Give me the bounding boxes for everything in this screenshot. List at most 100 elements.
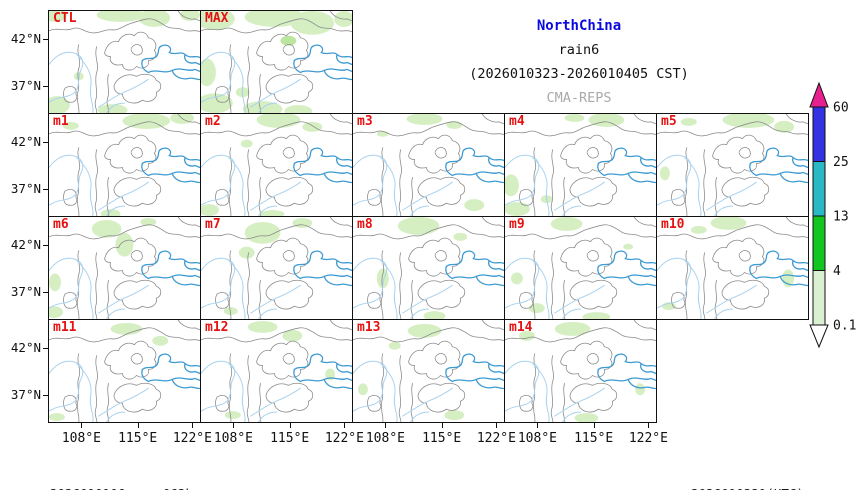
basemap bbox=[201, 114, 352, 216]
basemap bbox=[505, 217, 656, 319]
panel-label-m14: m14 bbox=[509, 320, 533, 335]
lon-tick-label: 115°E bbox=[422, 431, 462, 446]
panel-label-m10: m10 bbox=[661, 217, 685, 232]
rain-area bbox=[505, 202, 530, 216]
rain-area bbox=[140, 217, 157, 226]
lon-tick-mark bbox=[385, 423, 387, 428]
rain-area bbox=[588, 114, 625, 127]
map-m3 bbox=[353, 114, 504, 216]
colorbar-under-arrow bbox=[809, 324, 829, 349]
panel-label-m4: m4 bbox=[509, 114, 525, 129]
panel-label-m11: m11 bbox=[53, 320, 77, 335]
footer-init-line-1: 2026010106 + 063h bbox=[50, 485, 193, 490]
rain-area bbox=[97, 104, 128, 113]
lat-tick-mark bbox=[43, 292, 48, 294]
colorbar-segment-13 bbox=[813, 216, 825, 271]
map-panel-MAX: MAX bbox=[200, 10, 353, 114]
lon-tick-mark bbox=[537, 423, 539, 428]
rain-area bbox=[244, 221, 281, 244]
lon-tick-label: 108°E bbox=[213, 431, 253, 446]
rain-area bbox=[280, 35, 297, 46]
rain-area bbox=[96, 11, 145, 22]
panel-label-m3: m3 bbox=[357, 114, 373, 129]
rain-area bbox=[528, 303, 545, 314]
map-panel-m5: m5 bbox=[656, 113, 809, 217]
map-m11 bbox=[49, 320, 200, 422]
rain-area bbox=[62, 121, 79, 130]
rain-area bbox=[100, 209, 121, 216]
map-panel-m9: m9 bbox=[504, 216, 657, 320]
panel-label-m12: m12 bbox=[205, 320, 229, 335]
rain-area bbox=[574, 413, 599, 422]
footer-init-times: 2026010106 + 063h 2026010114 + 063h bbox=[50, 451, 193, 490]
map-panel-m13: m13 bbox=[352, 319, 505, 423]
rain-area bbox=[138, 11, 171, 27]
lon-tick-mark bbox=[81, 423, 83, 428]
basemap bbox=[49, 11, 200, 113]
rain-area bbox=[201, 11, 235, 30]
lon-tick-mark bbox=[593, 423, 595, 428]
panel-label-m6: m6 bbox=[53, 217, 69, 232]
rain-area bbox=[256, 114, 301, 128]
basemap bbox=[49, 217, 200, 319]
basemap bbox=[657, 217, 808, 319]
lon-tick-mark bbox=[648, 423, 650, 428]
rain-area bbox=[224, 411, 241, 420]
rain-area bbox=[180, 11, 200, 21]
lon-tick-mark bbox=[137, 423, 139, 428]
rain-area bbox=[201, 204, 219, 216]
basemap bbox=[505, 114, 656, 216]
lat-tick-label: 42°N bbox=[10, 30, 41, 46]
panel-label-m9: m9 bbox=[509, 217, 525, 232]
colorbar-over-arrow bbox=[809, 81, 829, 108]
panel-label-m5: m5 bbox=[661, 114, 677, 129]
colorbar-segment-4 bbox=[813, 270, 825, 325]
lon-tick-mark bbox=[496, 423, 498, 428]
rain-area bbox=[505, 174, 519, 197]
map-panel-m7: m7 bbox=[200, 216, 353, 320]
map-m5 bbox=[657, 114, 808, 216]
rain-area bbox=[240, 139, 253, 148]
lon-tick-label: 122°E bbox=[172, 431, 212, 446]
rain-area bbox=[623, 243, 634, 250]
lon-tick-label: 115°E bbox=[118, 431, 158, 446]
rain-area bbox=[242, 101, 283, 113]
rain-area bbox=[680, 117, 697, 126]
title-variable: rain6 bbox=[558, 42, 600, 58]
lon-tick-label: 122°E bbox=[476, 431, 516, 446]
panel-label-MAX: MAX bbox=[205, 11, 229, 26]
rain-area bbox=[722, 114, 775, 128]
rain-area bbox=[49, 306, 63, 319]
lat-tick-mark bbox=[43, 86, 48, 88]
lat-tick-label: 37°N bbox=[10, 387, 41, 403]
map-panel-m3: m3 bbox=[352, 113, 505, 217]
footer-valid-utc: 2026010321(UTC) bbox=[691, 485, 804, 490]
lat-tick-mark bbox=[43, 141, 48, 143]
rain-area bbox=[325, 368, 336, 381]
title-valid-period: (2026010323-2026010405 CST) bbox=[469, 66, 689, 82]
lat-tick-mark bbox=[43, 244, 48, 246]
panel-label-CTL: CTL bbox=[53, 11, 77, 26]
map-panel-m11: m11 bbox=[48, 319, 201, 423]
rain-area bbox=[201, 58, 216, 87]
title-model: CMA-REPS bbox=[546, 90, 612, 106]
map-m6 bbox=[49, 217, 200, 319]
rain-area bbox=[406, 114, 443, 125]
rain-area bbox=[550, 217, 583, 231]
map-m7 bbox=[201, 217, 352, 319]
rain-area bbox=[282, 329, 303, 342]
colorbar-label-13: 13 bbox=[833, 210, 849, 225]
lon-tick-label: 108°E bbox=[365, 431, 405, 446]
lon-tick-mark bbox=[441, 423, 443, 428]
lat-tick-label: 42°N bbox=[10, 236, 41, 252]
map-panel-m10: m10 bbox=[656, 216, 809, 320]
map-panel-m6: m6 bbox=[48, 216, 201, 320]
lat-tick-label: 37°N bbox=[10, 78, 41, 94]
basemap bbox=[353, 320, 504, 422]
rain-area bbox=[518, 330, 535, 341]
rain-area bbox=[115, 232, 134, 257]
rain-area bbox=[407, 323, 442, 338]
map-panel-m4: m4 bbox=[504, 113, 657, 217]
map-panel-m14: m14 bbox=[504, 319, 657, 423]
